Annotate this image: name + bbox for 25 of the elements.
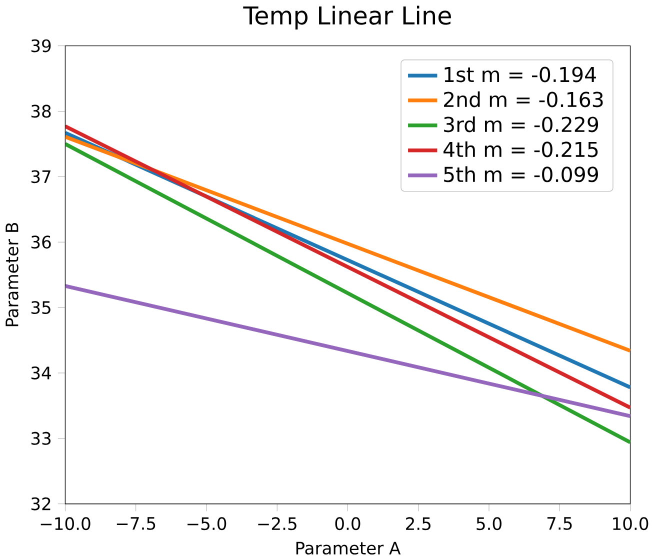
y-tick-label: 39	[31, 39, 51, 52]
x-tick-label: 10.0	[613, 517, 648, 530]
x-tick-label: −7.5	[116, 517, 156, 530]
x-tick-label: −2.5	[258, 517, 296, 530]
legend-label: 1st m = -0.194	[444, 66, 596, 82]
chart-title: Temp Linear Line	[243, 6, 451, 30]
y-tick-label: 32	[31, 497, 50, 510]
y-tick-label: 33	[31, 432, 51, 445]
y-tick-label: 35	[31, 300, 50, 314]
y-tick-label: 38	[31, 104, 51, 118]
x-tick-label: −10.0	[40, 517, 90, 530]
y-axis-title: Parameter B	[6, 222, 18, 326]
x-tick-label: −5.0	[188, 517, 226, 530]
x-tick-label: 7.5	[547, 517, 572, 530]
legend-label: 5th m = -0.099	[444, 166, 598, 182]
legend-label: 4th m = -0.215	[444, 141, 598, 158]
legend-label: 3rd m = -0.229	[444, 116, 598, 132]
x-tick-label: 2.5	[406, 517, 430, 530]
x-tick-label: 0.0	[335, 517, 360, 530]
legend-label: 2nd m = -0.163	[444, 91, 603, 108]
y-tick-label: 34	[31, 366, 51, 380]
y-tick-label: 36	[31, 236, 51, 248]
y-tick-label: 37	[31, 170, 50, 184]
x-tick-label: 5.0	[476, 517, 502, 530]
x-axis-title: Parameter A	[296, 542, 401, 554]
